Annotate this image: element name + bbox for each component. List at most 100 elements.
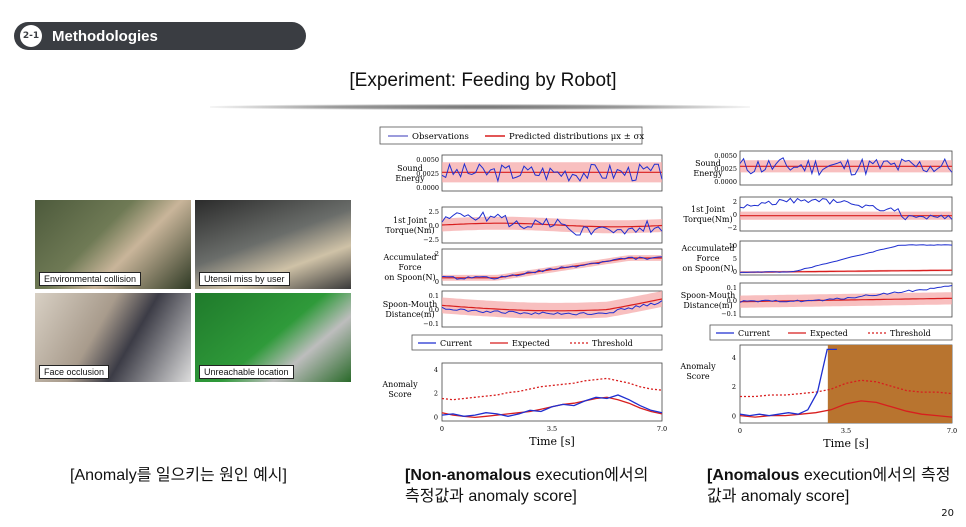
panel-ytick: 2 — [733, 198, 737, 206]
score-ytick: 0 — [732, 413, 736, 421]
photo-face-occlusion: Face occlusion — [35, 293, 191, 382]
panel-ytick: 0 — [435, 278, 439, 286]
panel-ylabel: Spoon-Mouth — [681, 291, 736, 300]
panel-ytick: 0.0025 — [714, 165, 737, 173]
panel-ytick: 0.0025 — [416, 170, 439, 178]
caption-mid-rest: execution에서의 측정값과 anomaly score] — [405, 467, 649, 505]
caption-mid-bold: [Non-anomalous — [405, 467, 532, 484]
observation-line — [739, 157, 953, 177]
panel-ytick: 0.0050 — [416, 156, 439, 164]
score-ylabel: Score — [686, 372, 710, 381]
photo-caption: Utensil miss by user — [199, 272, 290, 286]
observation-line — [739, 244, 953, 273]
anomaly-cause-photos: Environmental collision Utensil miss by … — [35, 200, 351, 382]
legend-expected: Expected — [512, 339, 550, 348]
predicted-mean-line — [441, 222, 663, 228]
score-xlabel: Time [s] — [823, 437, 869, 450]
title-underline — [210, 104, 750, 110]
legend-threshold: Threshold — [592, 339, 633, 348]
slide-title: [Experiment: Feeding by Robot] — [349, 70, 617, 91]
score-ytick: 0 — [434, 413, 438, 421]
score-xlabel: Time [s] — [529, 435, 575, 448]
panel-ytick: 0.1 — [429, 292, 439, 300]
top-legend: Observations Predicted distributions μx … — [379, 126, 644, 145]
panel-ytick: 2 — [435, 250, 439, 258]
photo-unreachable-location: Unreachable location — [195, 293, 351, 382]
score-ylabel: Anomaly — [381, 380, 418, 389]
panel-ylabel: Torque(Nm) — [385, 226, 434, 235]
observation-line — [739, 285, 953, 303]
panel-ytick: 0 — [733, 211, 737, 219]
score-ytick: 4 — [434, 366, 438, 374]
score-xtick: 7.0 — [947, 427, 957, 435]
panel-ytick: 5 — [733, 255, 737, 263]
score-ytick: 2 — [732, 383, 736, 391]
panel-ytick: 10 — [729, 242, 737, 250]
score-ytick: 2 — [434, 390, 438, 398]
caption-right-rest: execution에서의 측정값과 anomaly score] — [707, 467, 951, 505]
panel-ytick: 0.0 — [727, 297, 737, 305]
panel-ylabel: Distance(m) — [385, 310, 434, 319]
score-xtick: 3.5 — [547, 425, 557, 433]
score-ylabel: Score — [388, 390, 412, 399]
panel-ytick: 0.0000 — [416, 184, 439, 192]
score-frame — [441, 362, 663, 422]
panel-ylabel: 1st Joint — [393, 216, 428, 225]
current-line — [441, 394, 663, 417]
legend-observations: Observations — [412, 132, 469, 142]
caption-anomaly-causes: [Anomaly를 일으키는 원인 예시] — [70, 467, 287, 484]
panel-ylabel: Force — [399, 263, 422, 272]
caption-anomalous: [Anomalous execution에서의 측정값과 anomaly sco… — [707, 465, 957, 507]
observation-line — [441, 300, 663, 316]
section-number-badge: 2-1 — [20, 25, 42, 47]
score-ytick: 4 — [732, 354, 736, 362]
legend-expected: Expected — [810, 329, 848, 338]
score-legend-box — [709, 324, 953, 341]
legend-predicted: Predicted distributions μx ± σx — [509, 132, 644, 142]
threshold-line — [441, 377, 663, 401]
panel-ylabel: Spoon-Mouth — [383, 300, 438, 309]
panel-ylabel: on Spoon(N) — [682, 264, 733, 273]
panel-ylabel: Force — [697, 254, 720, 263]
observation-line — [739, 197, 953, 221]
current-line — [739, 348, 837, 417]
panel-ytick: −2 — [727, 224, 737, 232]
panel-ytick: 0.0050 — [714, 152, 737, 160]
observation-line — [441, 256, 663, 280]
score-xtick: 7.0 — [657, 425, 667, 433]
score-legend-box — [411, 334, 663, 351]
panel-ytick: 0 — [733, 268, 737, 276]
panel-ylabel: 1st Joint — [691, 205, 726, 214]
photo-environmental-collision: Environmental collision — [35, 200, 191, 289]
predicted-band — [442, 291, 662, 319]
chart-non-anomalous: Observations Predicted distributions μx … — [379, 126, 667, 448]
expected-line — [739, 400, 953, 418]
panel-ytick: 0.0000 — [714, 178, 737, 186]
section-header-pill: 2-1 Methodologies — [14, 22, 306, 50]
caption-right-bold: [Anomalous — [707, 467, 800, 484]
panel-ylabel: Energy — [693, 169, 723, 178]
panel-ytick: 0.0 — [429, 306, 439, 314]
panel-ylabel: Accumulated — [382, 253, 436, 262]
anomaly-region — [827, 345, 952, 423]
photo-caption: Unreachable location — [199, 365, 294, 379]
panel-ytick: 0.1 — [727, 284, 737, 292]
predicted-mean-line — [441, 298, 663, 312]
photo-utensil-miss: Utensil miss by user — [195, 200, 351, 289]
legend-current: Current — [440, 339, 473, 348]
panel-ylabel: Sound — [397, 164, 423, 173]
panel-ytick: −0.1 — [721, 310, 737, 318]
panel-ylabel: on Spoon(N) — [384, 273, 435, 282]
panel-ylabel: Energy — [395, 174, 425, 183]
section-title: Methodologies — [52, 27, 158, 45]
photo-caption: Environmental collision — [39, 272, 142, 286]
score-ylabel: Anomaly — [679, 362, 716, 371]
legend-current: Current — [738, 329, 771, 338]
panel-ytick: −2.5 — [423, 236, 439, 244]
panel-ytick: 0.0 — [429, 222, 439, 230]
photo-caption: Face occlusion — [39, 365, 110, 379]
page-number: 20 — [941, 508, 954, 519]
panel-ylabel: Torque(Nm) — [683, 215, 732, 224]
panel-ylabel: Accumulated — [680, 244, 734, 253]
